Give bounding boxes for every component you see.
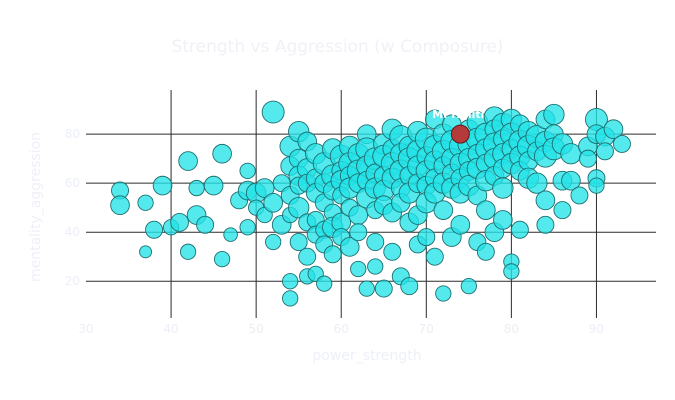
scatter-point[interactable] [383,242,402,261]
scatter-point[interactable] [460,277,477,295]
scatter-point[interactable] [503,263,520,280]
scatter-point[interactable] [282,273,299,290]
x-tick-label: 80 [504,322,519,336]
scatter-point[interactable] [213,251,231,268]
scatter-point[interactable] [289,233,308,251]
scatter-point[interactable] [110,195,130,216]
scatter-point[interactable] [435,285,452,302]
scatter-point[interactable] [476,200,496,220]
scatter-point[interactable] [526,172,548,194]
scatter-point[interactable] [366,233,385,251]
scatter-point[interactable] [188,179,205,197]
scatter-point[interactable] [339,237,360,257]
highlight-annotation: M. Haliti [432,108,484,121]
y-axis-title: mentality_aggression [28,132,44,282]
points-layer [110,100,631,307]
y-tick-label: 80 [65,127,80,141]
x-tick-label: 70 [419,322,434,336]
scatter-point[interactable] [510,220,529,239]
scatter-point[interactable] [179,243,197,260]
scatter-point[interactable] [349,223,368,242]
scatter-point[interactable] [152,175,173,196]
scatter-point[interactable] [323,245,342,264]
scatter-point[interactable] [298,247,317,266]
x-tick-label: 50 [249,322,264,336]
x-tick-label: 40 [163,322,178,336]
scatter-point[interactable] [145,220,164,239]
scatter-point[interactable] [588,177,605,194]
y-tick-label: 20 [65,274,80,288]
scatter-point[interactable] [492,177,514,199]
scatter-point[interactable] [282,290,299,307]
scatter-point[interactable] [261,100,285,124]
scatter-point[interactable] [450,215,471,235]
scatter-point[interactable] [239,162,256,180]
scatter-point[interactable] [196,215,215,234]
scatter-point[interactable] [493,210,513,230]
scatter-point[interactable] [425,247,444,266]
scatter-point[interactable] [170,212,189,232]
scatter-point[interactable] [178,151,198,171]
scatter-point[interactable] [374,279,393,298]
chart-title: Strength vs Aggression (w Composure) [172,37,504,57]
scatter-point[interactable] [263,192,283,213]
scatter-point[interactable] [358,280,375,297]
x-tick-label: 60 [334,322,349,336]
scatter-point[interactable] [535,190,556,211]
x-tick-label: 30 [78,322,93,336]
y-tick-label: 60 [65,176,80,190]
y-tick-label: 40 [65,225,80,239]
scatter-point[interactable] [613,134,631,153]
scatter-point[interactable] [543,103,565,126]
x-tick-label: 90 [589,322,604,336]
scatter-point[interactable] [536,215,555,234]
scatter-point[interactable] [570,186,589,205]
scatter-point[interactable] [433,200,454,220]
highlighted-point[interactable] [450,124,470,144]
scatter-point[interactable] [367,258,384,275]
scatter-point[interactable] [139,245,153,259]
scatter-point[interactable] [203,175,224,196]
scatter-point[interactable] [239,219,256,236]
scatter-point[interactable] [417,228,436,247]
scatter-point[interactable] [223,227,238,242]
scatter-point[interactable] [265,233,282,251]
scatter-point[interactable] [476,242,495,261]
scatter-point[interactable] [553,201,572,220]
highlight-layer: M. Haliti [432,108,484,144]
ticks-layer: 30 40 50 60 70 80 90 20 40 60 80 [65,127,604,336]
scatter-point[interactable] [348,205,369,225]
scatter-point[interactable] [316,275,333,292]
scatter-point[interactable] [212,143,232,164]
scatter-point[interactable] [561,170,581,191]
x-axis-title: power_strength [312,348,421,364]
scatter-point[interactable] [288,197,310,219]
scatter-point[interactable] [254,178,275,198]
scatter-point[interactable] [603,119,624,140]
scatter-point[interactable] [400,277,419,296]
scatter-point[interactable] [350,260,367,278]
scatter-point[interactable] [137,194,154,211]
scatter-point[interactable] [595,142,614,161]
scatter-point[interactable] [560,143,582,165]
scatter-point[interactable] [578,149,597,168]
